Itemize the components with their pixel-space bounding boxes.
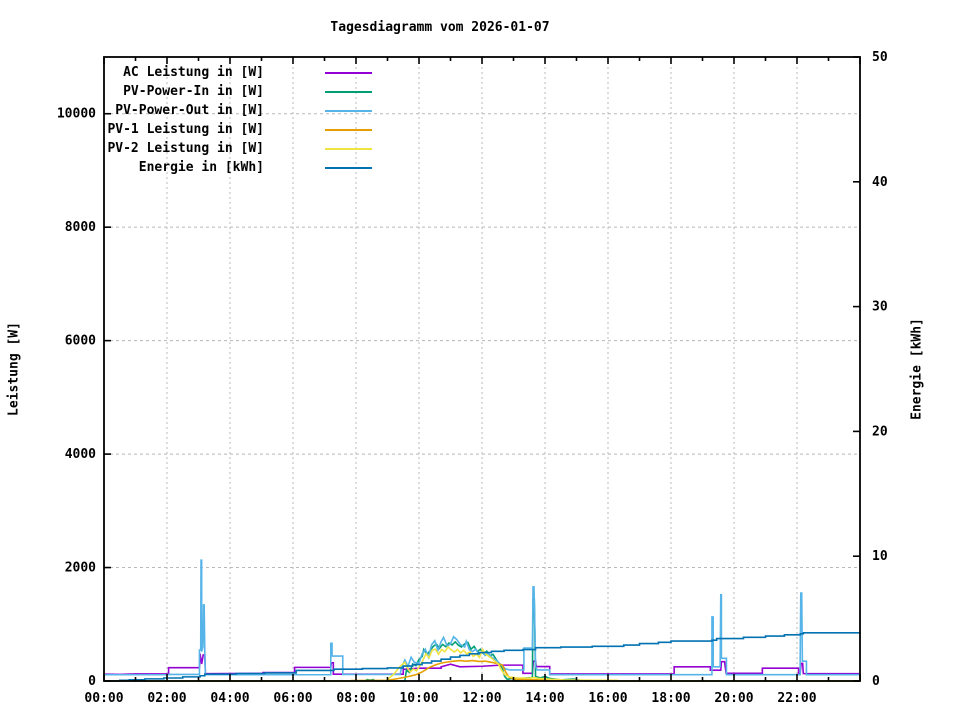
legend-line-sample — [325, 90, 372, 93]
legend-line-sample — [325, 109, 372, 112]
x-tick-label: 04:00 — [210, 691, 249, 706]
axis-ticks — [103, 56, 861, 682]
series — [103, 559, 861, 682]
left-tick-label: 0 — [88, 674, 96, 689]
gridlines — [104, 57, 860, 681]
right-tick-label: 40 — [872, 175, 888, 190]
right-tick-label: 50 — [872, 50, 888, 65]
legend-line-sample — [325, 166, 372, 169]
x-tick-label: 16:00 — [588, 691, 627, 706]
x-tick-label: 00:00 — [84, 691, 123, 706]
right-tick-label: 10 — [872, 549, 888, 564]
legend-line-sample — [325, 147, 372, 150]
x-tick-label: 18:00 — [651, 691, 690, 706]
legend-row: PV-1 Leistung in [W] — [104, 120, 372, 139]
legend-label: Energie in [kWh] — [138, 160, 264, 175]
legend-label: PV-2 Leistung in [W] — [107, 141, 264, 156]
legend-line-sample — [325, 128, 372, 131]
left-tick-label: 6000 — [65, 334, 96, 349]
legend-label: PV-Power-Out in [W] — [115, 103, 264, 118]
x-tick-label: 20:00 — [714, 691, 753, 706]
x-tick-label: 08:00 — [336, 691, 375, 706]
left-tick-label: 4000 — [65, 447, 96, 462]
series-pv-power-out — [104, 559, 860, 676]
legend: AC Leistung in [W] PV-Power-In in [W] PV… — [104, 63, 372, 177]
right-tick-label: 30 — [872, 300, 888, 315]
legend-line-sample — [325, 71, 372, 74]
right-tick-label: 20 — [872, 424, 888, 439]
series-energie — [104, 632, 861, 682]
right-tick-label: 0 — [872, 674, 880, 689]
x-tick-label: 10:00 — [399, 691, 438, 706]
series-pv-2 — [104, 645, 860, 682]
x-tick-label: 12:00 — [462, 691, 501, 706]
legend-row: AC Leistung in [W] — [104, 63, 372, 82]
legend-label: PV-Power-In in [W] — [123, 84, 264, 99]
x-tick-label: 02:00 — [147, 691, 186, 706]
x-tick-label: 06:00 — [273, 691, 312, 706]
chart-title: Tagesdiagramm vom 2026-01-07 — [330, 20, 550, 35]
x-tick-label: 22:00 — [777, 691, 816, 706]
left-tick-label: 2000 — [65, 561, 96, 576]
left-tick-label: 10000 — [57, 107, 96, 122]
legend-row: PV-Power-In in [W] — [104, 82, 372, 101]
legend-row: PV-2 Leistung in [W] — [104, 139, 372, 158]
left-tick-label: 8000 — [65, 220, 96, 235]
tick-labels: 00:00 02:00 04:00 06:00 08:00 10:00 12:00 14:00… — [57, 50, 888, 706]
legend-label: PV-1 Leistung in [W] — [107, 122, 264, 137]
legend-row: PV-Power-Out in [W] — [104, 101, 372, 120]
series-ac — [103, 653, 860, 676]
legend-label: AC Leistung in [W] — [123, 65, 264, 80]
x-tick-label: 14:00 — [525, 691, 564, 706]
legend-row: Energie in [kWh] — [104, 158, 372, 177]
